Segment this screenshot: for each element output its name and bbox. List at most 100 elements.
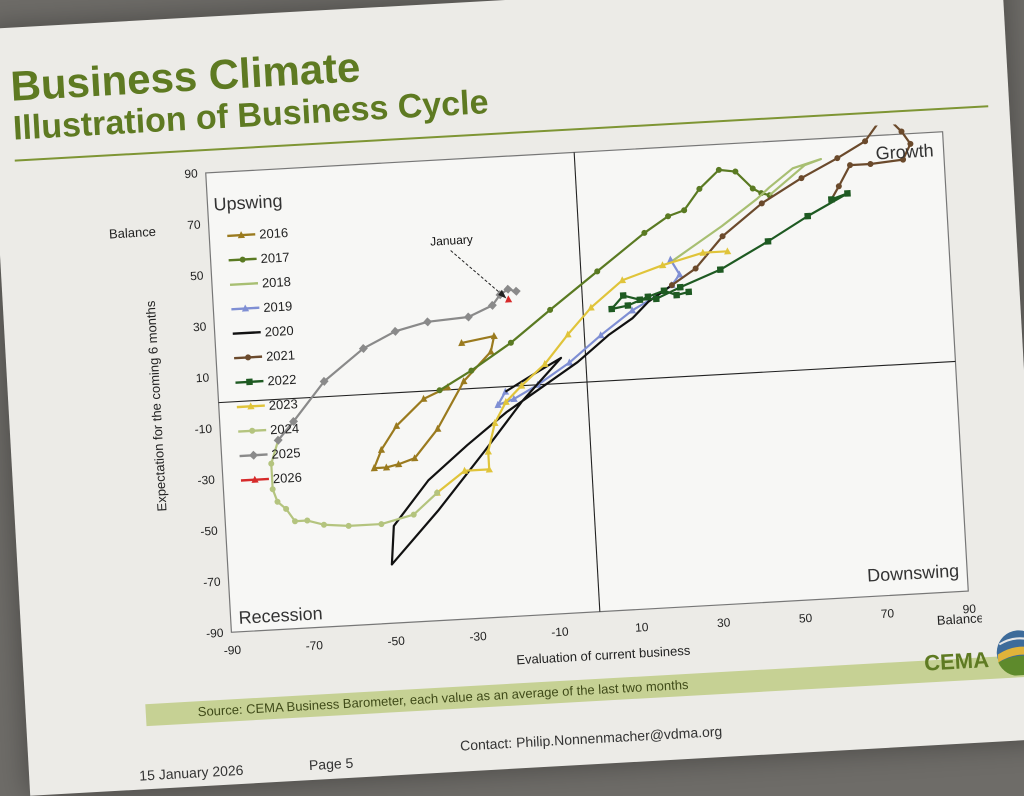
- data-point-2017: [594, 268, 601, 275]
- chart-legend: 2016 2017 2018 2019 2020 2021 2022 2023 2024 2025…: [227, 225, 302, 486]
- data-point-2024: [434, 489, 441, 496]
- series-2018: [670, 157, 823, 264]
- data-point-2023: [618, 276, 627, 284]
- logo-emblem-icon: [996, 630, 1024, 676]
- legend-item-2025: 2025: [239, 445, 301, 462]
- data-point-2022: [685, 288, 693, 296]
- data-point-2022: [660, 287, 668, 295]
- legend-label: 2023: [268, 396, 298, 413]
- legend-item-2023: 2023: [236, 396, 298, 413]
- legend-item-2020: 2020: [232, 323, 294, 340]
- data-point-2022: [652, 295, 660, 303]
- data-point-2022: [716, 266, 724, 274]
- legend-item-2022: 2022: [235, 372, 297, 388]
- data-point-2022: [676, 283, 684, 291]
- data-point-2021: [867, 160, 874, 167]
- legend-label: 2020: [264, 323, 294, 340]
- y-unit-label: Balance: [109, 224, 157, 242]
- data-point-2016: [490, 332, 498, 340]
- annotation-arrow-head: [498, 289, 507, 299]
- data-point-2021: [847, 162, 854, 169]
- data-point-2022: [636, 296, 644, 304]
- data-point-2021: [758, 200, 765, 207]
- series-2020: [390, 284, 673, 566]
- data-point-2025: [390, 326, 400, 336]
- series-line-2020: [390, 284, 673, 566]
- data-point-2021: [900, 156, 907, 163]
- data-point-2019: [566, 358, 574, 366]
- legend-item-2019: 2019: [231, 298, 293, 315]
- x-tick-label: -90: [223, 643, 241, 658]
- data-point-2025: [319, 376, 329, 386]
- data-point-2024: [274, 498, 281, 505]
- data-point-2017: [665, 213, 672, 220]
- data-point-2023: [659, 261, 667, 269]
- data-point-2017: [681, 207, 688, 214]
- x-tick-label: -70: [305, 638, 323, 653]
- footer-date: 15 January 2026: [138, 761, 244, 784]
- legend-swatch-marker: [249, 450, 259, 460]
- data-point-2023: [587, 303, 595, 311]
- data-point-2024: [345, 522, 352, 529]
- data-point-2025: [487, 300, 497, 310]
- legend-item-2016: 2016: [227, 225, 289, 242]
- data-point-2017: [547, 306, 554, 313]
- legend-label: 2021: [266, 347, 296, 364]
- data-point-2017: [732, 168, 739, 175]
- data-point-2025: [503, 284, 513, 294]
- data-point-2021: [692, 265, 699, 272]
- data-point-2017: [468, 367, 475, 374]
- data-point-2023: [491, 419, 499, 427]
- data-point-2023: [564, 330, 572, 338]
- data-point-2019: [628, 306, 637, 314]
- data-point-2019: [676, 270, 684, 278]
- y-tick-label: 50: [190, 268, 204, 283]
- data-point-2021: [719, 233, 726, 240]
- legend-swatch-marker: [245, 354, 252, 361]
- data-point-2023: [541, 359, 549, 368]
- data-point-2022: [673, 291, 680, 299]
- data-point-2016: [393, 421, 401, 430]
- series-2022: [608, 190, 851, 313]
- data-point-2022: [644, 293, 652, 301]
- data-point-2025: [423, 317, 433, 327]
- horizontal-axis-line: [218, 360, 956, 404]
- data-point-2017: [641, 229, 648, 236]
- data-point-2022: [804, 212, 812, 220]
- data-point-2017: [436, 387, 443, 394]
- annotation-arrow-line: [450, 250, 504, 297]
- data-point-2024: [410, 511, 417, 518]
- data-point-2023: [461, 466, 469, 474]
- y-tick-label: 90: [184, 166, 198, 181]
- data-point-2019: [494, 400, 502, 409]
- data-point-2022: [624, 302, 632, 309]
- data-point-2019: [597, 331, 605, 339]
- axes-layer: -90 -70 -50 -30 -10 10 30 50 70 90 90 70 50 30 10 -10 -3…: [184, 152, 977, 658]
- data-point-2024: [304, 517, 311, 524]
- legend-label: 2024: [270, 421, 300, 438]
- legend-swatch-marker: [251, 475, 259, 483]
- data-point-2025: [273, 435, 283, 445]
- data-point-2026: [505, 295, 513, 303]
- x-unit-label: Balance: [936, 610, 983, 628]
- data-point-2024: [292, 518, 299, 525]
- legend-swatch-line: [232, 330, 261, 335]
- business-cycle-chart: -90 -70 -50 -30 -10 10 30 50 70 90 90 70 50 30 10 -10 -3…: [109, 121, 983, 667]
- legend-swatch-line: [229, 282, 259, 287]
- data-point-2016: [377, 445, 386, 454]
- y-tick-label: -10: [194, 422, 212, 437]
- data-point-2021: [862, 138, 869, 145]
- quadrant-label-upswing: Upswing: [213, 191, 283, 215]
- series-line-2018: [670, 157, 823, 264]
- data-point-2016: [487, 347, 495, 355]
- quadrant-label-growth: Growth: [875, 140, 934, 163]
- data-point-2022: [764, 238, 772, 245]
- y-tick-label: -50: [200, 524, 218, 539]
- legend-swatch-marker: [249, 427, 256, 434]
- series-line-2017: [439, 168, 770, 392]
- data-point-2016: [460, 377, 468, 385]
- legend-swatch-marker: [246, 378, 253, 386]
- legend-label: 2017: [260, 249, 290, 266]
- x-tick-label: 30: [717, 615, 731, 630]
- series-2026: [505, 295, 513, 303]
